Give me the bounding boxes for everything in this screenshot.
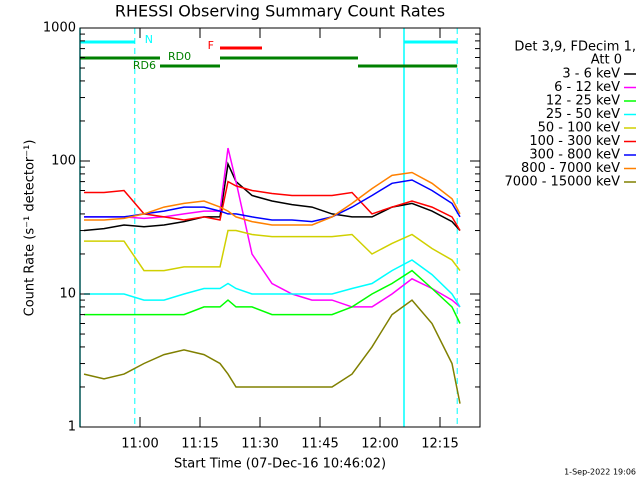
plot-frame — [79, 27, 481, 428]
series-line — [84, 180, 461, 231]
legend-label: 12 - 25 keV — [546, 94, 620, 109]
x-tick-label: 11:30 — [241, 437, 278, 452]
legend-label: 300 - 800 keV — [529, 148, 620, 163]
y-tick-label: 10 — [59, 287, 76, 302]
y-tick-label: 100 — [51, 154, 76, 169]
legend-label: 25 - 50 keV — [546, 107, 620, 122]
series-line — [84, 229, 461, 272]
legend-label: 7000 - 15000 keV — [505, 175, 621, 190]
flag-label: N — [145, 33, 153, 46]
legend-label: 3 - 6 keV — [562, 67, 620, 82]
legend-label: 800 - 7000 keV — [521, 161, 620, 176]
legend-title: Det 3,9, FDecim 1, — [514, 40, 636, 55]
legend-label: 100 - 300 keV — [529, 134, 620, 149]
x-tick-label: 12:00 — [361, 437, 398, 452]
chart-title: RHESSI Observing Summary Count Rates — [115, 2, 445, 21]
series-line — [84, 147, 461, 308]
x-tick-label: 12:15 — [421, 437, 458, 452]
y-axis-label: Count Rate (s⁻¹ detector⁻¹) — [23, 140, 38, 317]
legend-label: 50 - 100 keV — [538, 121, 621, 136]
x-axis-label: Start Time (07-Dec-16 10:46:02) — [174, 457, 386, 472]
flag-label: RD0 — [168, 50, 191, 63]
series-line — [84, 259, 461, 308]
series-line — [83, 299, 461, 404]
series-line — [84, 179, 461, 223]
series-line — [84, 171, 461, 226]
flag-label: F — [208, 39, 214, 52]
x-tick-label: 11:00 — [121, 437, 158, 452]
y-tick-label: 1 — [68, 420, 76, 435]
legend-title: Att 0 — [591, 53, 622, 68]
y-tick-label: 1000 — [43, 21, 76, 36]
series-line — [84, 269, 461, 324]
flag-label: RD6 — [133, 59, 156, 72]
x-tick-label: 11:15 — [181, 437, 218, 452]
x-tick-label: 11:45 — [301, 437, 338, 452]
footer: 1-Sep-2022 19:06 — [564, 468, 636, 477]
series-line — [83, 161, 461, 232]
legend-label: 6 - 12 keV — [554, 80, 620, 95]
